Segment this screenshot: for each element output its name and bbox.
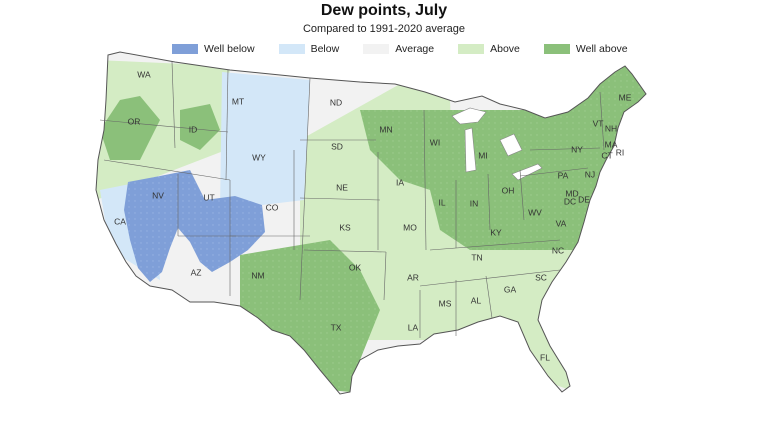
legend-item-well-above: Well above <box>543 43 628 55</box>
state-label-md: MD <box>565 188 578 198</box>
state-label-al: AL <box>471 295 482 305</box>
state-label-sd: SD <box>331 141 343 151</box>
region-well-above-southwest <box>240 240 380 392</box>
legend-label-above: Above <box>490 43 520 55</box>
state-label-ok: OK <box>349 262 362 272</box>
state-label-dc: DC <box>564 196 576 206</box>
map-fill <box>96 52 646 394</box>
state-label-oh: OH <box>502 185 515 195</box>
region-above-northwest <box>96 60 230 200</box>
legend-item-below: Below <box>278 43 340 55</box>
legend-item-above: Above <box>458 43 520 55</box>
state-label-la: LA <box>408 322 419 332</box>
legend-swatch-well-below <box>172 44 198 54</box>
state-label-co: CO <box>266 202 279 212</box>
state-label-fl: FL <box>540 352 550 362</box>
legend-item-average: Average <box>363 43 434 55</box>
state-label-ny: NY <box>571 144 583 154</box>
state-label-nd: ND <box>330 97 342 107</box>
legend: Well below Below Average Above Well abov… <box>172 43 652 55</box>
state-label-me: ME <box>619 92 632 102</box>
state-label-vt: VT <box>593 118 604 128</box>
region-well-above-idaho <box>180 104 220 150</box>
state-label-wy: WY <box>252 152 266 162</box>
legend-item-well-below: Well below <box>172 43 255 55</box>
state-labels: WA OR CA ID NV MT WY UT AZ CO NM ND SD N… <box>114 69 632 362</box>
state-label-wa: WA <box>137 69 151 79</box>
state-label-ia: IA <box>396 177 404 187</box>
state-label-ma: MA <box>605 139 618 149</box>
state-label-mn: MN <box>379 124 392 134</box>
map-subtitle: Compared to 1991-2020 average <box>302 23 466 35</box>
state-label-ga: GA <box>504 284 517 294</box>
state-label-nv: NV <box>152 190 164 200</box>
state-label-id: ID <box>189 124 198 134</box>
state-label-wv: WV <box>528 207 542 217</box>
state-label-mt: MT <box>232 96 244 106</box>
state-label-ne: NE <box>336 182 348 192</box>
state-label-ca: CA <box>114 216 126 226</box>
us-outline <box>95 51 647 395</box>
lake-superior <box>451 107 487 125</box>
region-below-northrockies <box>220 72 310 210</box>
state-label-or: OR <box>128 116 141 126</box>
state-label-va: VA <box>556 218 567 228</box>
state-borders <box>99 61 605 338</box>
map-title: Dew points, July <box>320 2 448 19</box>
legend-label-well-below: Well below <box>204 43 255 55</box>
lake-huron <box>499 133 523 157</box>
state-label-mi: MI <box>478 150 487 160</box>
state-label-mo: MO <box>403 222 417 232</box>
state-label-sc: SC <box>535 272 547 282</box>
state-label-nh: NH <box>605 123 617 133</box>
legend-swatch-average <box>363 44 390 54</box>
state-label-tn: TN <box>471 252 482 262</box>
state-label-ky: KY <box>490 227 502 237</box>
state-label-wi: WI <box>430 137 440 147</box>
legend-label-average: Average <box>395 43 435 55</box>
state-label-az: AZ <box>191 267 202 277</box>
lake-erie <box>511 163 543 181</box>
region-above-southeast <box>430 240 580 390</box>
state-label-tx: TX <box>331 322 342 332</box>
legend-swatch-above <box>458 44 485 54</box>
region-well-above-oregon <box>100 96 160 160</box>
state-label-ri: RI <box>616 147 625 157</box>
legend-swatch-below <box>278 44 305 54</box>
state-label-ct: CT <box>601 150 612 160</box>
state-label-ks: KS <box>339 222 351 232</box>
state-label-ut: UT <box>203 192 214 202</box>
state-label-pa: PA <box>558 170 569 180</box>
state-label-in: IN <box>470 198 479 208</box>
state-label-nm: NM <box>251 270 264 280</box>
state-label-nj: NJ <box>585 169 595 179</box>
lake-michigan <box>464 127 477 173</box>
state-label-de: DE <box>578 194 590 204</box>
state-label-nc: NC <box>552 245 564 255</box>
state-label-il: IL <box>438 197 445 207</box>
legend-label-below: Below <box>310 43 340 55</box>
legend-label-well-above: Well above <box>575 43 628 55</box>
state-label-ar: AR <box>407 272 419 282</box>
state-label-ms: MS <box>439 298 452 308</box>
legend-swatch-well-above <box>543 44 570 54</box>
